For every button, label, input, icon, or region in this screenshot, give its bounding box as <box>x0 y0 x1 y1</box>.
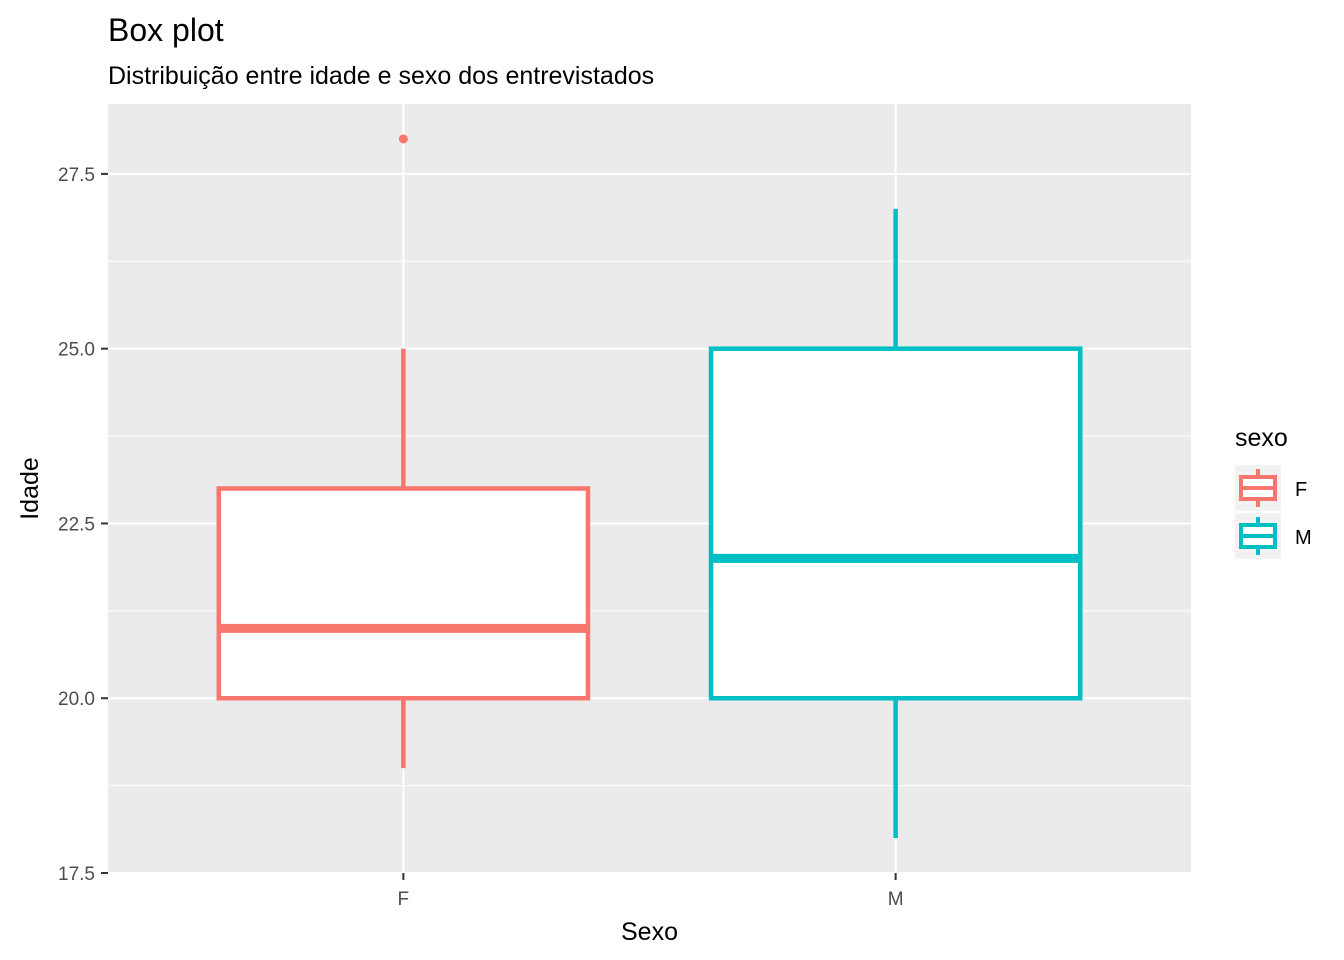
box-iqr <box>216 486 591 701</box>
y-tick-label: 17.5 <box>58 864 95 885</box>
box-F <box>216 134 591 769</box>
x-axis-title: Sexo <box>621 918 678 946</box>
y-tick-label: 27.5 <box>58 165 95 186</box>
x-tick-label: M <box>888 889 904 910</box>
y-tick-label: 25.0 <box>58 340 95 361</box>
outlier-point <box>398 134 408 144</box>
legend-key-F: F <box>1235 465 1307 511</box>
y-tick-label: 20.0 <box>58 689 95 710</box>
y-tick-label: 22.5 <box>58 514 95 535</box>
box-M <box>708 208 1083 839</box>
legend-label: M <box>1295 527 1312 549</box>
y-axis: 17.5 20.0 22.5 25.0 27.5 <box>58 165 108 885</box>
x-tick-label: F <box>398 889 410 910</box>
box-iqr <box>708 346 1083 701</box>
y-axis-title: Idade <box>16 457 44 520</box>
legend-title: sexo <box>1235 424 1288 452</box>
boxes-layer <box>216 134 1083 839</box>
legend-key-M: M <box>1235 513 1312 559</box>
chart-title: Box plot <box>108 12 224 48</box>
chart-subtitle: Distribuição entre idade e sexo dos entr… <box>108 62 654 90</box>
legend-label: F <box>1295 479 1307 501</box>
legend: sexo F M <box>1235 424 1312 559</box>
